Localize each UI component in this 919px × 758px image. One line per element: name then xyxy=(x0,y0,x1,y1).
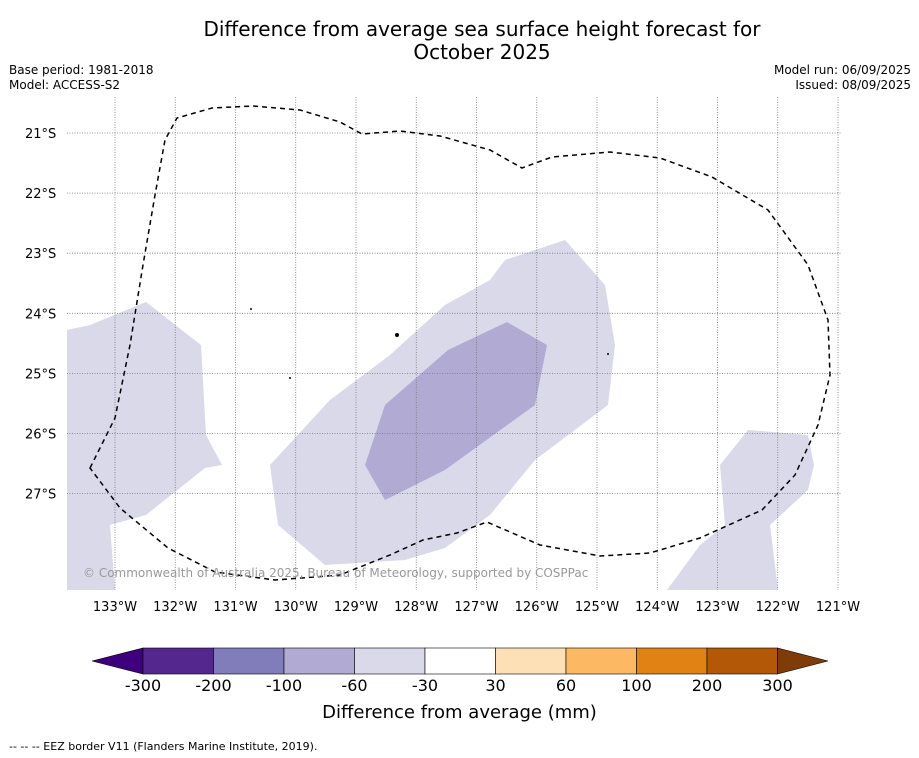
map-area xyxy=(67,240,814,590)
model-run: Model run: 06/09/2025 xyxy=(773,63,911,77)
colorbar-tick-label: -200 xyxy=(195,676,232,695)
colorbar-tick-label: 300 xyxy=(762,676,793,695)
longitude-label: 133°W xyxy=(93,600,137,615)
colorbar-extend-low xyxy=(91,647,144,675)
colorbar-segment xyxy=(354,647,426,675)
map-title: Difference from average sea surface heig… xyxy=(150,18,814,64)
colorbar-segment xyxy=(213,647,285,675)
colorbar-tick-label: 200 xyxy=(691,676,723,695)
longitude-label: 128°W xyxy=(394,600,438,615)
issued-date: Issued: 08/09/2025 xyxy=(795,78,911,92)
latitude-label: 21°S xyxy=(25,127,56,142)
island-speck xyxy=(250,308,252,310)
longitude-label: 131°W xyxy=(213,600,257,615)
colorbar-segment xyxy=(495,647,567,675)
eez-border xyxy=(89,105,831,581)
colorbar-tick-label: -60 xyxy=(341,676,368,695)
longitude-label: 124°W xyxy=(635,600,679,615)
colorbar xyxy=(91,647,829,675)
title-line-2: October 2025 xyxy=(413,40,551,64)
copyright-note: © Commonwealth of Australia 2025, Bureau… xyxy=(83,566,588,580)
island-speck xyxy=(607,353,609,355)
anomaly-region-east xyxy=(667,430,814,590)
meta-right: Model run: 06/09/2025 Issued: 08/09/2025 xyxy=(774,63,911,93)
longitude-label: 122°W xyxy=(756,600,800,615)
colorbar-extend-high xyxy=(777,647,829,675)
colorbar-segment xyxy=(142,647,214,675)
longitude-label: 130°W xyxy=(274,600,318,615)
longitude-label: 121°W xyxy=(816,600,860,615)
latitude-label: 24°S xyxy=(25,307,56,322)
colorbar-title: Difference from average (mm) xyxy=(322,702,597,723)
colorbar-tick-label: 60 xyxy=(555,676,577,695)
base-period: Base period: 1981-2018 xyxy=(9,63,154,77)
latitude-label: 23°S xyxy=(25,247,56,262)
longitude-label: 123°W xyxy=(695,600,739,615)
colorbar-tick-label: -100 xyxy=(265,676,303,695)
longitude-tick-labels: 133°W 132°W 131°W 130°W 129°W 128°W 127°W 126°W… xyxy=(93,600,860,615)
longitude-label: 127°W xyxy=(454,600,498,615)
title-line-1: Difference from average sea surface heig… xyxy=(203,17,761,41)
colorbar-segment xyxy=(565,647,637,675)
longitude-label: 126°W xyxy=(515,600,559,615)
latitude-label: 22°S xyxy=(25,187,56,202)
longitude-label: 132°W xyxy=(153,600,197,615)
colorbar-tick-label: 100 xyxy=(621,676,652,695)
latitude-tick-labels: 21°S 22°S 23°S 24°S 25°S 26°S 27°S xyxy=(25,127,56,503)
colorbar-segment xyxy=(706,647,778,675)
latitude-label: 25°S xyxy=(25,367,56,382)
eez-legend-note: -- -- -- EEZ border V11 (Flanders Marine… xyxy=(9,740,318,753)
model-name: Model: ACCESS-S2 xyxy=(9,78,121,92)
island-speck xyxy=(395,333,399,337)
colorbar-tick-label: 30 xyxy=(485,676,506,695)
latitude-label: 27°S xyxy=(25,488,56,503)
colorbar-segment xyxy=(636,647,708,675)
anomaly-region-west xyxy=(67,302,222,590)
colorbar-tick-label: -300 xyxy=(124,676,162,695)
meta-left: Base period: 1981-2018 Model: ACCESS-S2 xyxy=(9,63,154,93)
longitude-label: 125°W xyxy=(575,600,619,615)
colorbar-segment xyxy=(283,647,355,675)
latitude-label: 26°S xyxy=(25,428,56,443)
longitude-label: 129°W xyxy=(334,600,378,615)
colorbar-segment xyxy=(424,647,496,675)
island-speck xyxy=(289,377,291,379)
anomaly-region-core xyxy=(365,322,547,500)
colorbar-tick-label: -30 xyxy=(411,676,439,695)
graticule xyxy=(67,97,842,590)
